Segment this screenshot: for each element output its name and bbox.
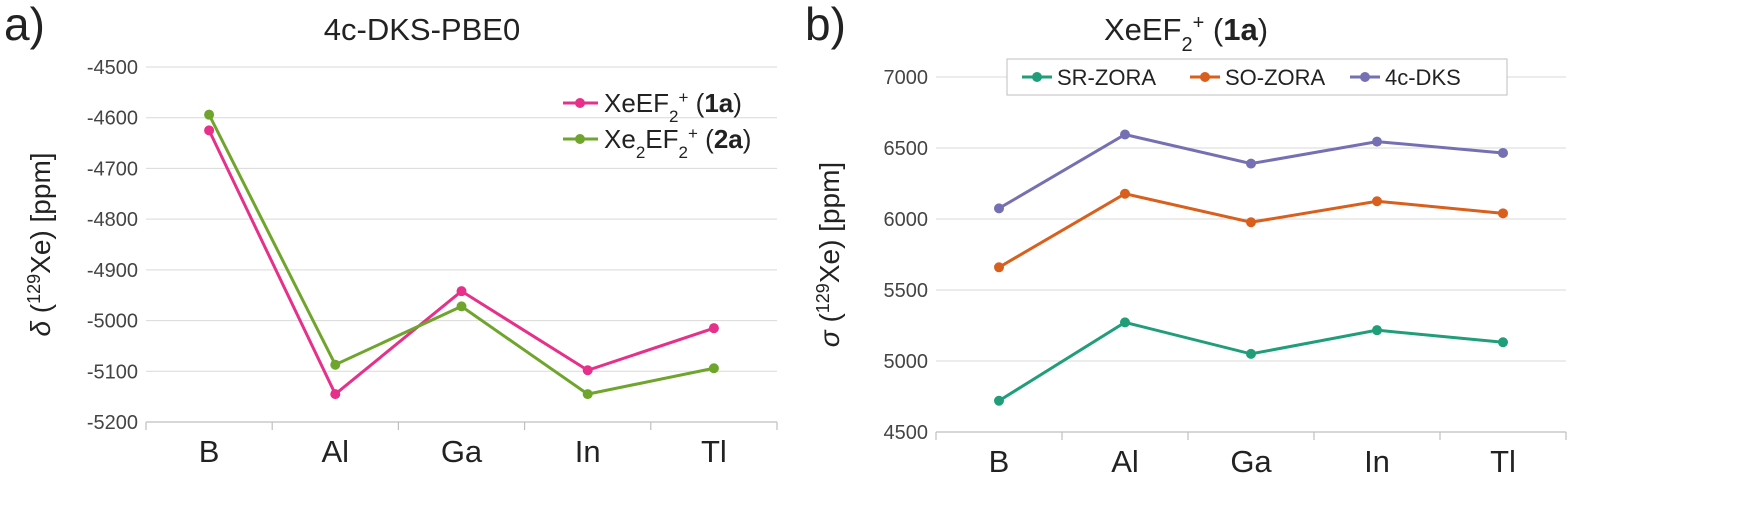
data-point — [1120, 188, 1130, 199]
y-tick-label: -4800 — [87, 209, 138, 231]
y-tick-label: -4500 — [87, 57, 138, 79]
x-tick-label: In — [575, 434, 601, 469]
x-tick-label: Al — [322, 434, 350, 469]
data-point — [1120, 317, 1130, 328]
data-point — [994, 203, 1004, 214]
data-point — [1498, 147, 1508, 158]
data-point — [1372, 136, 1382, 147]
legend-label: XeEF2+ (1a) — [604, 88, 742, 126]
y-tick-label: 6000 — [884, 209, 929, 231]
legend-label: 4c-DKS — [1385, 65, 1461, 90]
y-axis-label: δ (129Xe) [ppm] — [24, 152, 56, 336]
data-point — [994, 395, 1004, 406]
y-tick-label: -5000 — [87, 311, 138, 333]
data-point — [582, 365, 593, 376]
panel-a-title: 4c-DKS-PBE0 — [324, 12, 520, 47]
legend-box — [1006, 58, 1508, 96]
y-tick-label: 5000 — [884, 351, 929, 373]
data-point — [1372, 196, 1382, 207]
x-tick-label: B — [199, 434, 220, 469]
x-tick-label: In — [1364, 444, 1390, 479]
y-tick-label: -4900 — [87, 260, 138, 282]
y-axis-label: σ (129Xe) [ppm] — [813, 162, 845, 347]
data-point — [1246, 158, 1256, 169]
x-tick-label: B — [989, 444, 1010, 479]
legend-label: SR-ZORA — [1057, 65, 1156, 90]
x-tick-label: Ga — [1230, 444, 1272, 479]
legend-marker — [1200, 72, 1210, 82]
data-point — [582, 389, 593, 400]
legend-label: SO-ZORA — [1225, 65, 1326, 90]
data-point — [1498, 208, 1508, 219]
legend-marker — [1360, 72, 1370, 82]
y-tick-label: -5200 — [87, 412, 138, 434]
data-point — [708, 363, 719, 374]
data-point — [1372, 325, 1382, 336]
y-tick-label: 4500 — [884, 422, 929, 444]
y-tick-label: 6500 — [884, 138, 929, 160]
y-tick-label: 5500 — [884, 280, 929, 302]
y-tick-label: -4700 — [87, 158, 138, 180]
legend-marker — [1032, 72, 1042, 82]
series-line — [998, 132, 1504, 210]
data-point — [1120, 129, 1130, 140]
data-point — [1246, 348, 1256, 359]
data-point — [456, 301, 467, 312]
data-point — [1246, 217, 1256, 228]
data-point — [330, 359, 341, 370]
panel-b-chart: 4500 5000 5500 6000 6500 7000 B Al Ga In Tl σ (129X… — [813, 58, 1567, 479]
series-line — [998, 320, 1504, 403]
data-point — [330, 389, 341, 400]
panel-a-chart: -4500 -4600 -4700 -4800 -4900 -5000 -5100 -5200… — [24, 57, 778, 469]
y-tick-label: -4600 — [87, 108, 138, 130]
data-point — [456, 286, 467, 297]
panel-b-title: XeEF2+ (1a) — [1104, 12, 1268, 56]
data-point — [708, 323, 719, 334]
data-point — [204, 125, 215, 136]
legend-label: Xe2EF2+ (2a) — [604, 124, 751, 162]
legend-marker — [575, 134, 585, 144]
series-line — [998, 192, 1504, 269]
legend-marker — [575, 98, 585, 108]
data-point — [204, 109, 215, 120]
y-tick-label: -5100 — [87, 361, 138, 383]
x-tick-label: Al — [1111, 444, 1139, 479]
x-tick-label: Tl — [1490, 444, 1516, 479]
data-point — [994, 262, 1004, 273]
x-tick-label: Tl — [701, 434, 727, 469]
x-tick-label: Ga — [441, 434, 483, 469]
data-point — [1498, 337, 1508, 348]
panel-a-label: a) — [4, 0, 45, 50]
y-tick-label: 7000 — [884, 67, 929, 89]
panel-b-label: b) — [805, 0, 846, 50]
